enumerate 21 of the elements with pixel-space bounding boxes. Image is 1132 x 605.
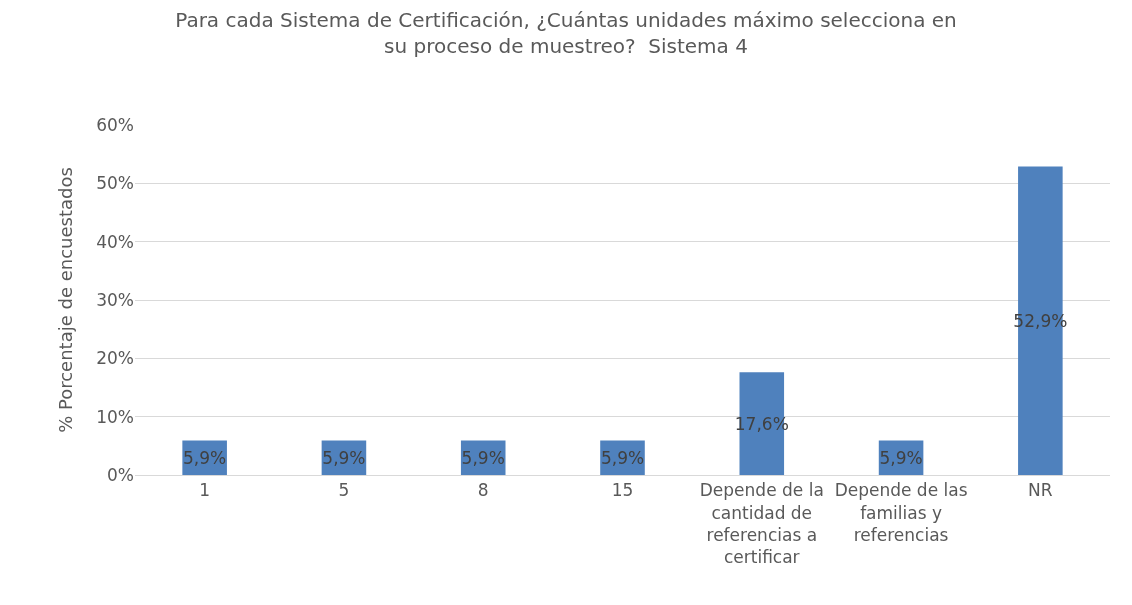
y-tick-label: 0%	[107, 464, 134, 485]
x-tick-label: NR	[1028, 480, 1053, 501]
chart-title: Para cada Sistema de Certificación, ¿Cuántas unidades máximo selecciona en su proceso de muestreo? Sistema 4	[175, 8, 957, 59]
y-tick-label: 10%	[96, 406, 134, 427]
x-tick-label: 15	[611, 480, 634, 501]
data-label: 5,9%	[183, 447, 227, 468]
x-tick-label: 8	[477, 480, 489, 501]
x-tick-label: 5	[338, 480, 350, 501]
x-tick-label: Depende de las familias y referencias	[834, 480, 968, 545]
x-tick-label: 1	[199, 480, 211, 501]
y-axis-title: % Porcentaje de encuestados	[55, 167, 77, 433]
data-label: 5,9%	[461, 447, 505, 468]
data-label: 5,9%	[600, 447, 645, 468]
y-tick-label: 50%	[96, 173, 134, 194]
y-tick-label: 30%	[96, 289, 134, 310]
y-tick-label: 60%	[96, 114, 134, 135]
data-label: 5,9%	[879, 447, 923, 468]
x-tick-label: Depende de la cantidad de referencias a certificar	[699, 480, 824, 567]
y-tick-label: 40%	[96, 231, 134, 252]
y-tick-label: 20%	[96, 348, 134, 369]
data-label: 5,9%	[322, 447, 366, 468]
